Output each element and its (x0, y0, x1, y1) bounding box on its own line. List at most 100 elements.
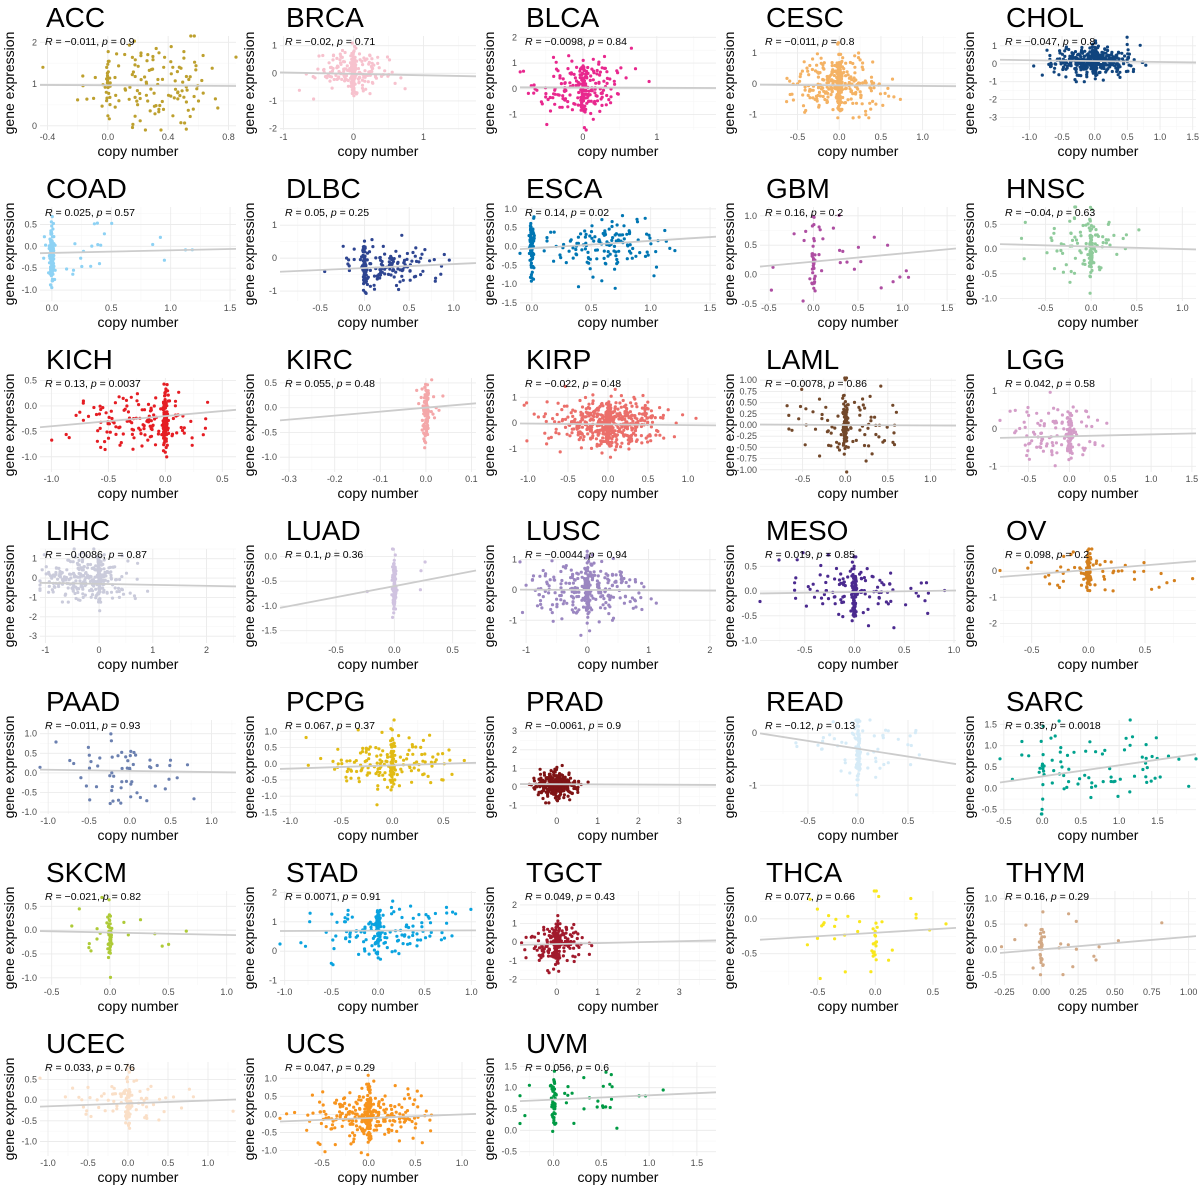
data-point (1083, 262, 1087, 266)
data-point (73, 242, 77, 246)
data-point (100, 575, 104, 579)
p-symbol: p (101, 36, 108, 48)
y-tick-label: 0.0 (24, 241, 37, 251)
data-point (547, 584, 551, 588)
regression-line (279, 402, 477, 422)
data-point (403, 87, 407, 91)
data-point (402, 258, 407, 262)
data-point (353, 44, 357, 49)
data-point (103, 85, 107, 89)
data-point (128, 591, 132, 595)
data-point (1101, 444, 1105, 448)
data-point (1079, 234, 1083, 238)
data-point (811, 410, 815, 414)
regression-line (519, 588, 717, 592)
data-point (851, 61, 855, 66)
data-point (361, 250, 365, 254)
data-point (192, 34, 196, 38)
data-point (831, 226, 835, 230)
x-axis-label: copy number (578, 143, 659, 159)
y-axis-label: gene expression (241, 374, 257, 477)
data-point (130, 125, 135, 130)
data-point (60, 600, 64, 604)
data-point (110, 596, 115, 600)
data-point (1104, 51, 1108, 55)
data-point (609, 394, 613, 398)
x-tick-label: 0.5 (852, 303, 865, 313)
data-point (615, 69, 619, 73)
data-point (608, 455, 613, 459)
data-point (591, 399, 595, 403)
data-point (74, 585, 78, 589)
r-value: = 0.13, (53, 378, 91, 390)
data-point (837, 52, 841, 56)
data-point (139, 432, 143, 436)
data-point (77, 567, 81, 572)
data-point (204, 417, 208, 421)
data-point (858, 428, 862, 432)
data-point (591, 418, 595, 422)
data-point (353, 90, 358, 95)
data-point (816, 75, 820, 79)
data-point (1055, 451, 1059, 455)
data-point (148, 109, 152, 113)
data-point (614, 232, 618, 236)
data-point (182, 95, 186, 99)
data-point (1109, 53, 1113, 57)
data-point (80, 568, 84, 572)
data-point (89, 264, 93, 268)
y-tick-label: -0.5 (21, 426, 37, 436)
data-point (861, 81, 865, 85)
data-point (362, 282, 366, 286)
x-tick-label: 1.0 (1176, 303, 1189, 313)
x-tick-label: 0 (97, 645, 102, 655)
data-point (96, 591, 100, 595)
data-point (611, 426, 615, 430)
data-point (1093, 52, 1097, 56)
data-point (620, 425, 624, 429)
data-point (600, 279, 604, 283)
p-symbol: p (108, 549, 115, 561)
x-tick-label: 0.5 (446, 645, 459, 655)
data-point (389, 273, 393, 277)
data-point (1059, 248, 1063, 253)
data-point (90, 593, 95, 597)
x-tick-label: 0.0 (102, 132, 115, 142)
data-point (1078, 249, 1082, 253)
data-point (1085, 409, 1089, 414)
data-point (49, 265, 53, 269)
data-point (858, 408, 862, 412)
data-point (430, 378, 434, 382)
x-tick-label: 1.5 (1186, 474, 1199, 484)
data-point (842, 67, 846, 71)
y-tick-label: 0.0 (744, 270, 757, 280)
data-point (803, 443, 807, 447)
scatter-panel-chol: -1.0 -0.5 0.0 0.5 1.0 1.5 -3 -2 -1 0 1 R = −0.047, … (960, 0, 1200, 171)
data-point (575, 425, 579, 429)
data-point (646, 420, 650, 424)
data-point (617, 417, 621, 421)
data-point (560, 617, 564, 621)
data-point (643, 254, 648, 258)
data-point (144, 93, 148, 97)
data-point (102, 553, 106, 557)
data-point (379, 273, 383, 277)
data-point (868, 101, 872, 105)
data-point (1125, 42, 1129, 47)
x-tick-label: -1 (279, 132, 287, 142)
data-point (329, 75, 334, 79)
data-point (47, 590, 51, 594)
data-point (1074, 68, 1078, 72)
data-point (587, 261, 591, 265)
data-point (1068, 449, 1073, 453)
data-point (78, 553, 82, 557)
x-axis-label: copy number (1058, 314, 1139, 330)
data-point (552, 578, 556, 582)
data-point (370, 57, 374, 61)
data-point (602, 249, 606, 253)
y-tick-label: -0.25 (736, 431, 757, 441)
data-point (591, 57, 595, 61)
data-point (1086, 55, 1090, 59)
data-point (137, 403, 141, 407)
